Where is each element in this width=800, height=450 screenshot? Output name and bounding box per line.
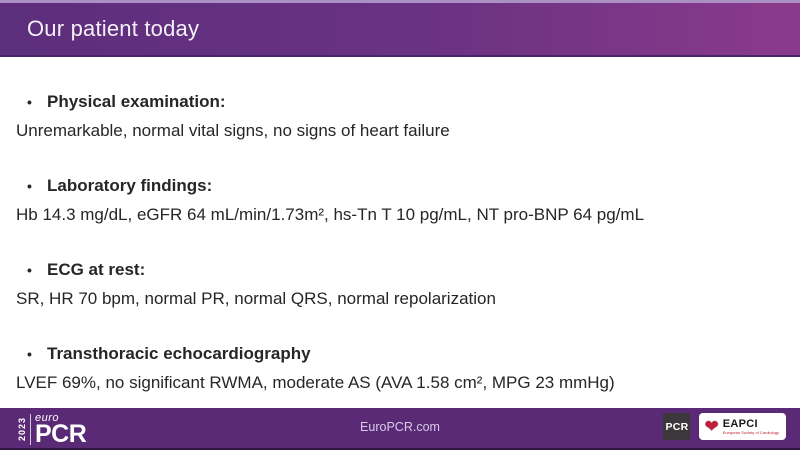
footer-logos: PCR ❤ EAPCI European Society of Cardiolo… [663, 413, 786, 440]
section-detail: SR, HR 70 bpm, normal PR, normal QRS, no… [16, 289, 496, 308]
eapci-text: EAPCI European Society of Cardiology [723, 418, 779, 435]
logo-euro-text: euro [35, 412, 60, 424]
section-detail: Hb 14.3 mg/dL, eGFR 64 mL/min/1.73m², hs… [16, 205, 645, 224]
europcr-2023-logo: 2023 euro PCR [17, 412, 87, 448]
section-physical-examination: • Physical examination: Unremarkable, no… [16, 88, 784, 145]
section-heading-row: • Laboratory findings: [16, 172, 784, 200]
section-heading: Physical examination: [47, 92, 226, 111]
bullet-icon: • [27, 178, 32, 194]
section-heading-row: • Transthoracic echocardiography [16, 340, 784, 368]
section-ecg-at-rest: • ECG at rest: SR, HR 70 bpm, normal PR,… [16, 256, 784, 313]
section-transthoracic-echocardiography: • Transthoracic echocardiography LVEF 69… [16, 340, 784, 397]
section-heading-row: • ECG at rest: [16, 256, 784, 284]
bullet-icon: • [27, 346, 32, 362]
eapci-logo: ❤ EAPCI European Society of Cardiology [699, 413, 786, 440]
heart-icon: ❤ [704, 417, 719, 436]
footer-url: EuroPCR.com [360, 420, 440, 434]
logo-pcr-text: PCR [35, 420, 87, 448]
bullet-icon: • [27, 262, 32, 278]
section-heading: Laboratory findings: [47, 176, 213, 195]
section-laboratory-findings: • Laboratory findings: Hb 14.3 mg/dL, eG… [16, 172, 784, 229]
pcr-logo: PCR [663, 413, 691, 440]
slide-footer: 2023 euro PCR EuroPCR.com PCR ❤ EAPCI Eu… [0, 408, 800, 450]
bullet-icon: • [27, 94, 32, 110]
slide-header: Our patient today [0, 0, 800, 57]
section-detail: LVEF 69%, no significant RWMA, moderate … [16, 373, 615, 392]
section-heading-row: • Physical examination: [16, 88, 784, 116]
eapci-tagline: European Society of Cardiology [722, 430, 779, 435]
eapci-name: EAPCI [722, 418, 758, 430]
section-detail: Unremarkable, normal vital signs, no sig… [16, 121, 450, 140]
slide-body: • Physical examination: Unremarkable, no… [0, 57, 800, 408]
slide-title: Our patient today [27, 16, 200, 41]
section-heading: Transthoracic echocardiography [47, 344, 311, 363]
logo-stack: euro PCR [35, 412, 87, 448]
logo-divider [30, 414, 31, 445]
section-heading: ECG at rest: [47, 260, 146, 279]
